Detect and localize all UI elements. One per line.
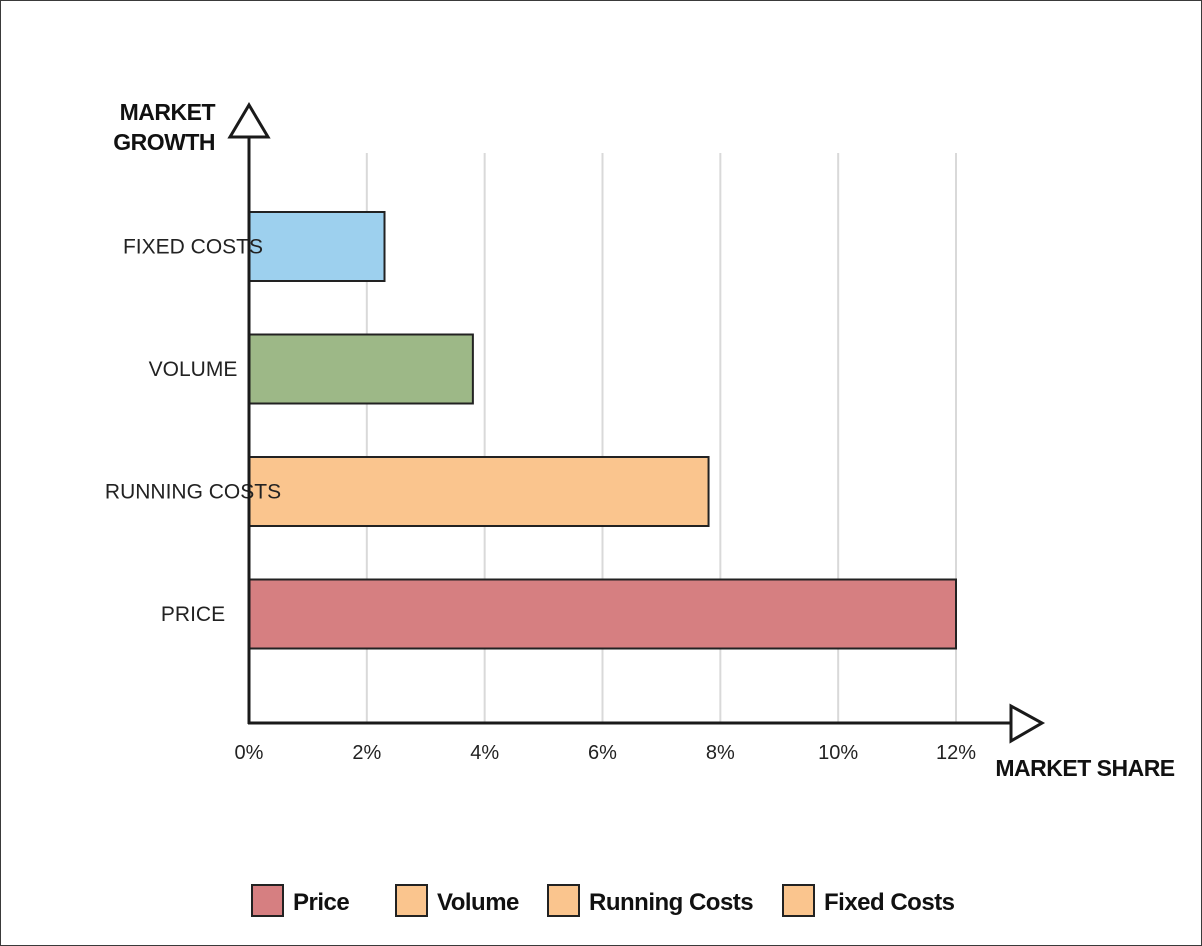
category-label: FIXED COSTS — [123, 236, 263, 259]
bar-price — [248, 578, 957, 650]
legend-label: Fixed Costs — [824, 889, 955, 916]
legend: Price Volume Running Costs Fixed Costs — [251, 884, 955, 917]
y-axis-title: MARKET — [120, 99, 216, 125]
category-label: RUNNING COSTS — [105, 481, 281, 504]
x-tick-label: 0% — [235, 742, 264, 764]
legend-label: Running Costs — [589, 889, 753, 916]
bar-running-costs — [248, 456, 710, 527]
legend-label: Price — [293, 889, 349, 916]
x-tick-label: 8% — [706, 742, 735, 764]
category-label: VOLUME — [149, 358, 238, 381]
legend-label: Volume — [437, 889, 519, 916]
axes — [227, 102, 1046, 744]
legend-swatch — [251, 884, 284, 917]
axis-titles: MARKET GROWTH MARKET SHARE — [113, 99, 1175, 781]
y-axis-title: GROWTH — [113, 129, 215, 155]
bars — [248, 211, 957, 650]
legend-swatch — [395, 884, 428, 917]
bar-volume — [248, 333, 474, 405]
legend-swatch — [782, 884, 815, 917]
x-axis-title: MARKET SHARE — [995, 755, 1174, 781]
x-tick-label: 6% — [588, 742, 617, 764]
y-axis-arrowhead — [227, 102, 271, 139]
bar-fixed-costs — [248, 211, 386, 282]
x-tick-labels: 0% 2% 4% 6% 8% 10% 12% — [235, 742, 977, 764]
x-tick-label: 4% — [470, 742, 499, 764]
x-axis-arrowhead — [1009, 703, 1046, 744]
x-tick-label: 10% — [818, 742, 858, 764]
x-tick-label: 2% — [352, 742, 381, 764]
category-label: PRICE — [161, 603, 225, 626]
category-labels: FIXED COSTS VOLUME RUNNING COSTS PRICE — [105, 236, 281, 627]
x-tick-label: 12% — [936, 742, 976, 764]
legend-swatch — [547, 884, 580, 917]
